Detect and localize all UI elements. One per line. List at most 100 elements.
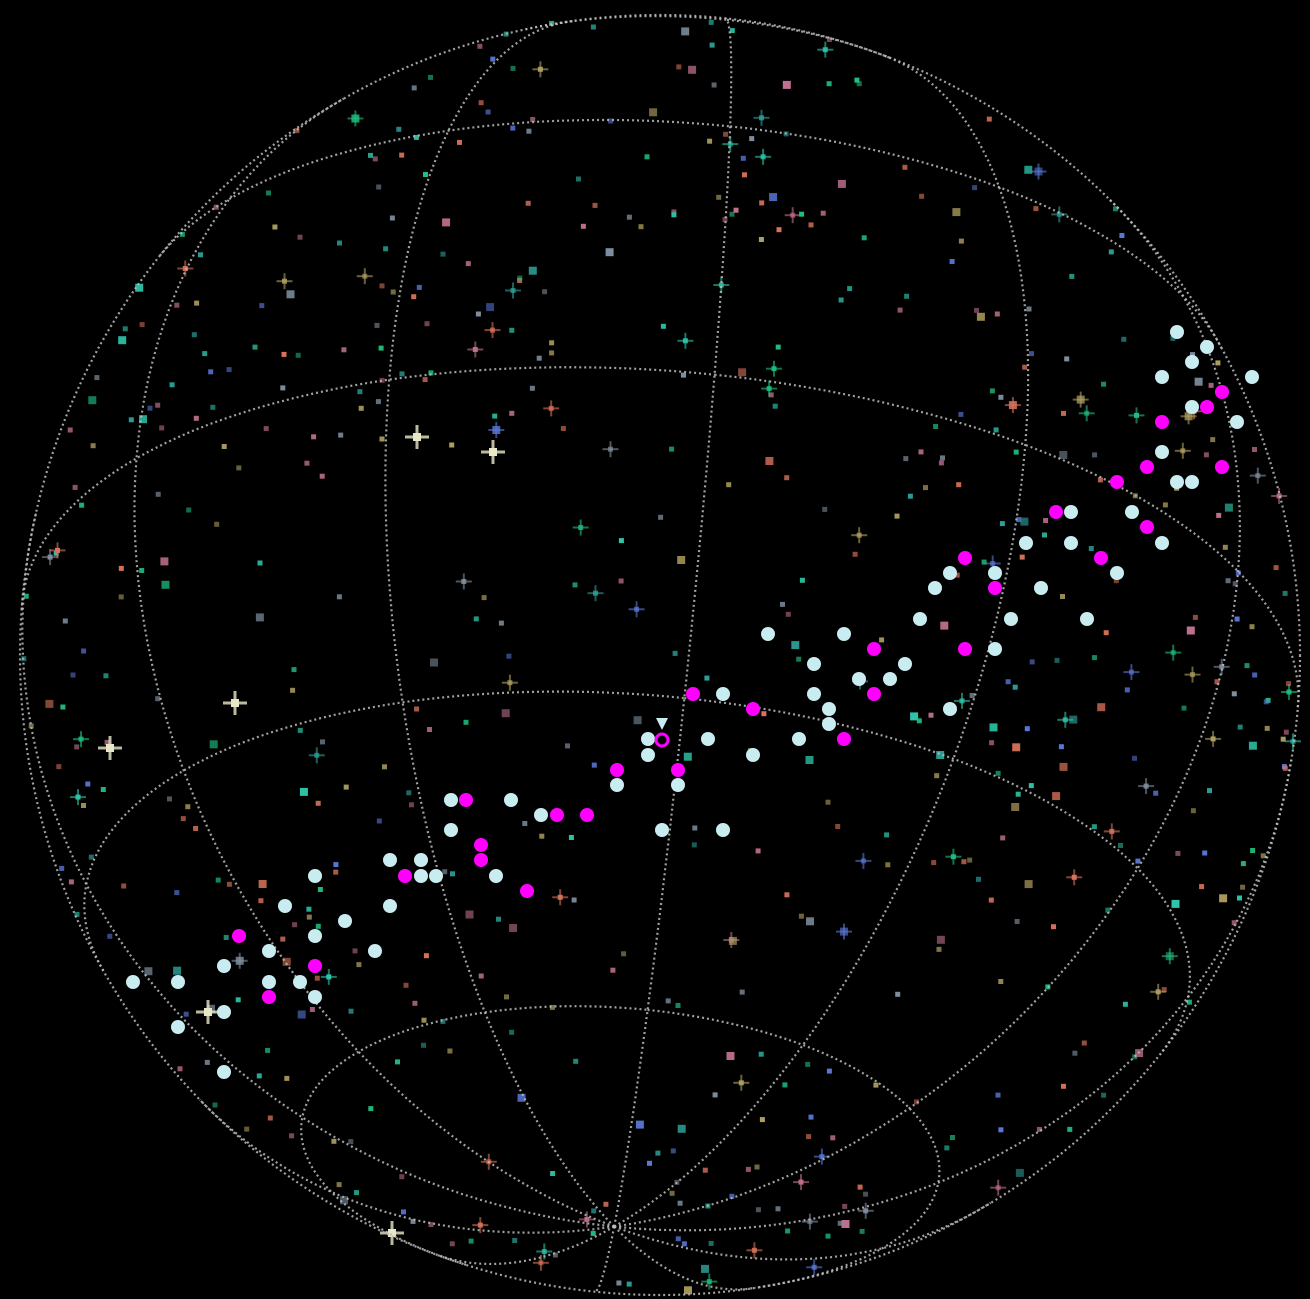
star-node[interactable] — [338, 914, 352, 928]
star-node[interactable] — [928, 581, 942, 595]
star-node-highlighted[interactable] — [958, 551, 972, 565]
star-node[interactable] — [1064, 536, 1078, 550]
star-node[interactable] — [278, 899, 292, 913]
star-node-highlighted[interactable] — [474, 838, 488, 852]
star-node-highlighted[interactable] — [746, 702, 760, 716]
star-node[interactable] — [807, 657, 821, 671]
star-node[interactable] — [308, 869, 322, 883]
star-node[interactable] — [217, 1065, 231, 1079]
star-node[interactable] — [883, 672, 897, 686]
star-node[interactable] — [761, 627, 775, 641]
star-node[interactable] — [1185, 400, 1199, 414]
star-node[interactable] — [988, 642, 1002, 656]
star-node[interactable] — [308, 929, 322, 943]
star-node[interactable] — [943, 702, 957, 716]
star-node-highlighted[interactable] — [262, 990, 276, 1004]
star-node-highlighted[interactable] — [308, 959, 322, 973]
star-node[interactable] — [701, 732, 715, 746]
star-node-highlighted[interactable] — [671, 763, 685, 777]
star-node[interactable] — [641, 748, 655, 762]
star-node[interactable] — [655, 823, 669, 837]
star-node[interactable] — [610, 778, 624, 792]
selected-node-marker[interactable] — [654, 718, 670, 748]
star-node[interactable] — [444, 793, 458, 807]
star-node-highlighted[interactable] — [1094, 551, 1108, 565]
star-node[interactable] — [913, 612, 927, 626]
star-node[interactable] — [1080, 612, 1094, 626]
star-node[interactable] — [943, 566, 957, 580]
star-node-highlighted[interactable] — [550, 808, 564, 822]
star-node-highlighted[interactable] — [1155, 415, 1169, 429]
star-node[interactable] — [1019, 536, 1033, 550]
star-node[interactable] — [489, 869, 503, 883]
star-node[interactable] — [1245, 370, 1259, 384]
star-node[interactable] — [671, 778, 685, 792]
star-node[interactable] — [792, 732, 806, 746]
star-node[interactable] — [1155, 445, 1169, 459]
star-node-highlighted[interactable] — [867, 687, 881, 701]
star-node-highlighted[interactable] — [837, 732, 851, 746]
star-node[interactable] — [1034, 581, 1048, 595]
star-node-highlighted[interactable] — [610, 763, 624, 777]
star-node[interactable] — [746, 748, 760, 762]
star-nodes[interactable] — [126, 325, 1259, 1079]
star-node[interactable] — [1064, 505, 1078, 519]
star-node[interactable] — [1185, 355, 1199, 369]
star-node[interactable] — [1155, 370, 1169, 384]
star-node[interactable] — [414, 853, 428, 867]
star-node[interactable] — [308, 990, 322, 1004]
star-node[interactable] — [898, 657, 912, 671]
star-node[interactable] — [1170, 475, 1184, 489]
star-node[interactable] — [293, 975, 307, 989]
star-node[interactable] — [822, 702, 836, 716]
star-node[interactable] — [262, 975, 276, 989]
star-node[interactable] — [807, 687, 821, 701]
star-node[interactable] — [1155, 536, 1169, 550]
star-node[interactable] — [262, 944, 276, 958]
star-node[interactable] — [444, 823, 458, 837]
star-node[interactable] — [414, 869, 428, 883]
star-node[interactable] — [1170, 325, 1184, 339]
star-node-highlighted[interactable] — [1049, 505, 1063, 519]
star-node-highlighted[interactable] — [459, 793, 473, 807]
selected-node[interactable] — [654, 732, 670, 748]
star-node-highlighted[interactable] — [1215, 385, 1229, 399]
star-node-highlighted[interactable] — [474, 853, 488, 867]
star-node[interactable] — [1125, 505, 1139, 519]
star-node[interactable] — [383, 899, 397, 913]
star-node[interactable] — [217, 959, 231, 973]
star-node[interactable] — [716, 823, 730, 837]
star-node[interactable] — [504, 793, 518, 807]
star-node-highlighted[interactable] — [958, 642, 972, 656]
star-node[interactable] — [641, 732, 655, 746]
star-node-highlighted[interactable] — [1140, 460, 1154, 474]
star-node-highlighted[interactable] — [398, 869, 412, 883]
star-node[interactable] — [1200, 340, 1214, 354]
star-node[interactable] — [429, 869, 443, 883]
star-node-highlighted[interactable] — [1200, 400, 1214, 414]
star-node[interactable] — [837, 627, 851, 641]
star-node-highlighted[interactable] — [1140, 520, 1154, 534]
star-node-highlighted[interactable] — [520, 884, 534, 898]
star-node-highlighted[interactable] — [988, 581, 1002, 595]
star-node[interactable] — [1110, 566, 1124, 580]
star-node-highlighted[interactable] — [232, 929, 246, 943]
star-node-highlighted[interactable] — [686, 687, 700, 701]
star-node[interactable] — [822, 717, 836, 731]
star-node[interactable] — [1230, 415, 1244, 429]
star-node[interactable] — [1004, 612, 1018, 626]
star-node[interactable] — [1185, 475, 1199, 489]
star-node[interactable] — [988, 566, 1002, 580]
star-node[interactable] — [368, 944, 382, 958]
star-node[interactable] — [716, 687, 730, 701]
star-node[interactable] — [534, 808, 548, 822]
star-node[interactable] — [126, 975, 140, 989]
star-node-highlighted[interactable] — [580, 808, 594, 822]
star-node-highlighted[interactable] — [867, 642, 881, 656]
star-node-highlighted[interactable] — [1110, 475, 1124, 489]
star-node[interactable] — [171, 1020, 185, 1034]
star-node[interactable] — [852, 672, 866, 686]
star-node[interactable] — [217, 1005, 231, 1019]
star-node-highlighted[interactable] — [1215, 460, 1229, 474]
